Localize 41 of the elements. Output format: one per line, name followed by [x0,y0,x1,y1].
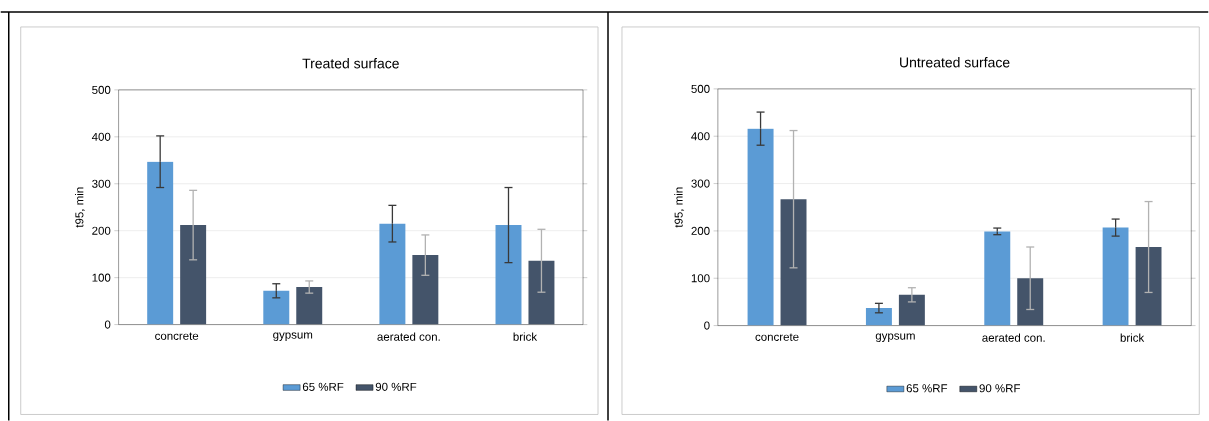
x-tick-label: aerated con. [377,332,440,341]
bar [180,224,207,325]
x-tick-label: aerated con. [982,333,1045,342]
bar [412,255,439,325]
bar [898,294,925,326]
chart-title: Treated surface [302,58,399,69]
legend-label: 65 %RF [906,384,948,393]
y-axis-title: t95, min [674,187,685,228]
bar [296,286,323,325]
x-tick-label: concrete [155,332,199,340]
legend-label: 90 %RF [375,382,417,391]
x-tick-label: concrete [755,333,799,341]
legend-label: 90 %RF [979,384,1021,393]
y-axis-title: t95, min [75,187,85,228]
bar [263,290,290,325]
bar [495,224,522,325]
legend-label: 65 %RF [302,382,344,391]
y-tick-label: 400 [691,132,710,141]
bar [747,128,774,326]
bar [147,161,174,325]
x-tick-label: gypsum [273,332,313,341]
y-tick-label: 100 [691,274,710,283]
y-tick-label: 300 [691,179,710,188]
bar [865,307,892,326]
y-tick-label: 200 [691,226,710,235]
bar [379,223,406,325]
y-tick-label: 500 [691,84,710,93]
x-tick-label: gypsum [875,333,915,342]
x-tick-label: brick [513,332,538,341]
y-tick-label: 500 [92,85,111,94]
y-tick-label: 100 [92,273,111,282]
y-tick-label: 0 [104,320,111,329]
bar [528,260,555,325]
y-tick-label: 200 [92,226,111,235]
y-tick-label: 300 [92,179,111,188]
y-tick-label: 0 [704,321,710,330]
bar [1102,227,1129,326]
bar [984,231,1011,326]
x-tick-label: brick [1120,333,1145,342]
chart-title: Untreated surface [900,56,1010,68]
y-tick-label: 400 [91,132,111,141]
